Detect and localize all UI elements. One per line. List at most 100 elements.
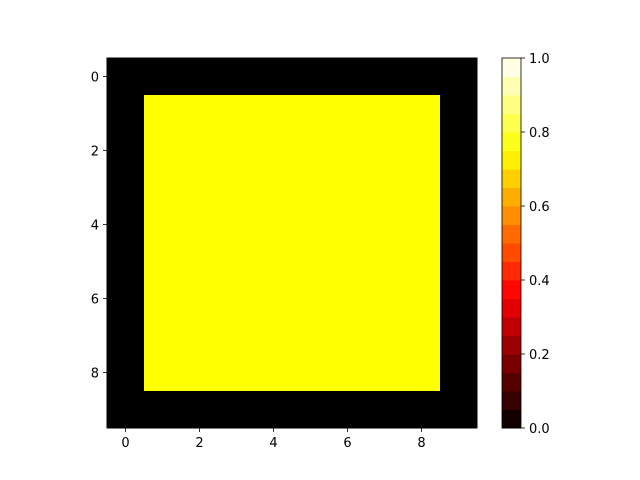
heatmap-cell <box>440 95 478 133</box>
heatmap-cell <box>292 169 330 207</box>
heatmap-cell <box>292 391 330 429</box>
colorbar-segment <box>502 317 521 336</box>
colorbar-tick-label: 0.2 <box>529 348 550 363</box>
heatmap-cell <box>107 280 145 318</box>
heatmap-cell <box>366 243 404 281</box>
heatmap-cell <box>366 169 404 207</box>
heatmap-cell <box>107 391 145 429</box>
heatmap-cell <box>329 132 367 170</box>
heatmap-cell <box>329 317 367 355</box>
heatmap-cell <box>440 354 478 392</box>
colorbar-segment <box>502 206 521 225</box>
heatmap-cell <box>181 132 219 170</box>
heatmap-cell <box>403 58 441 96</box>
heatmap-cell <box>440 169 478 207</box>
heatmap-cell <box>440 317 478 355</box>
colorbar-frame <box>501 57 522 429</box>
heatmap-cell <box>329 280 367 318</box>
heatmap-cell <box>144 354 182 392</box>
heatmap-cell <box>366 354 404 392</box>
heatmap-cell <box>144 243 182 281</box>
x-axis: 0 2 4 6 8 <box>121 428 426 451</box>
colorbar-segment <box>502 113 521 133</box>
heatmap-cell <box>292 317 330 355</box>
heatmap-cell <box>366 280 404 318</box>
heatmap-cell <box>329 58 367 96</box>
heatmap-cell <box>107 169 145 207</box>
heatmap-cell <box>218 317 256 355</box>
heatmap-cell <box>144 95 182 133</box>
heatmap-cell <box>403 206 441 244</box>
heatmap-cell <box>292 243 330 281</box>
colorbar-segment <box>502 132 521 151</box>
heatmap-cell <box>181 95 219 133</box>
heatmap-cell <box>181 206 219 244</box>
heatmap-cell <box>366 58 404 96</box>
heatmap-cell <box>292 280 330 318</box>
heatmap-cell <box>366 206 404 244</box>
heatmap-cell <box>218 280 256 318</box>
heatmap <box>106 57 478 429</box>
heatmap-cell <box>440 391 478 429</box>
heatmap-cell <box>440 206 478 244</box>
heatmap-cell <box>255 354 293 392</box>
heatmap-cell <box>107 132 145 170</box>
colorbar-segment <box>502 261 521 281</box>
heatmap-cell <box>366 317 404 355</box>
heatmap-cell <box>107 243 145 281</box>
heatmap-cell <box>218 354 256 392</box>
heatmap-cell <box>181 354 219 392</box>
colorbar-segment <box>502 150 521 170</box>
colorbar-segment <box>502 335 521 355</box>
heatmap-cell <box>107 95 145 133</box>
colorbar-tick-label: 0.6 <box>529 200 550 215</box>
x-tick-label: 8 <box>417 436 425 451</box>
heatmap-cell <box>329 169 367 207</box>
heatmap-cell <box>181 169 219 207</box>
heatmap-cell <box>329 206 367 244</box>
heatmap-cell <box>292 206 330 244</box>
colorbar-segment <box>502 243 521 262</box>
heatmap-cell <box>255 58 293 96</box>
heatmap-cell <box>403 354 441 392</box>
heatmap-cell <box>107 206 145 244</box>
heatmap-cell <box>329 391 367 429</box>
x-tick-label: 2 <box>195 436 203 451</box>
y-tick-label: 8 <box>91 367 99 382</box>
heatmap-cell <box>255 95 293 133</box>
heatmap-cell <box>440 243 478 281</box>
heatmap-cell <box>292 95 330 133</box>
heatmap-cell <box>292 354 330 392</box>
heatmap-cell <box>107 317 145 355</box>
heatmap-cell <box>181 280 219 318</box>
y-tick-label: 6 <box>91 293 99 308</box>
colorbar-segment <box>502 280 521 299</box>
heatmap-cell <box>218 95 256 133</box>
heatmap-cell <box>144 206 182 244</box>
colorbar-segment <box>502 76 521 96</box>
y-axis: 0 2 4 6 8 <box>91 71 107 382</box>
heatmap-cell <box>218 206 256 244</box>
colorbar-segment <box>502 169 521 188</box>
heatmap-cell <box>329 243 367 281</box>
axes-frame <box>106 57 478 429</box>
heatmap-cell <box>255 169 293 207</box>
heatmap-cell <box>218 243 256 281</box>
heatmap-cell <box>403 317 441 355</box>
y-tick-label: 4 <box>91 219 99 234</box>
heatmap-cell <box>218 169 256 207</box>
heatmap-cell <box>181 243 219 281</box>
heatmap-cell <box>144 169 182 207</box>
heatmap-cell <box>144 317 182 355</box>
heatmap-cell <box>292 58 330 96</box>
heatmap-cell <box>255 391 293 429</box>
colorbar-segment <box>502 187 521 207</box>
heatmap-cell <box>255 243 293 281</box>
heatmap-cell <box>403 280 441 318</box>
heatmap-cell <box>366 132 404 170</box>
colorbar-segment <box>502 95 521 114</box>
heatmap-cell <box>440 280 478 318</box>
heatmap-cell <box>403 132 441 170</box>
heatmap-cell <box>255 206 293 244</box>
heatmap-cell <box>440 132 478 170</box>
